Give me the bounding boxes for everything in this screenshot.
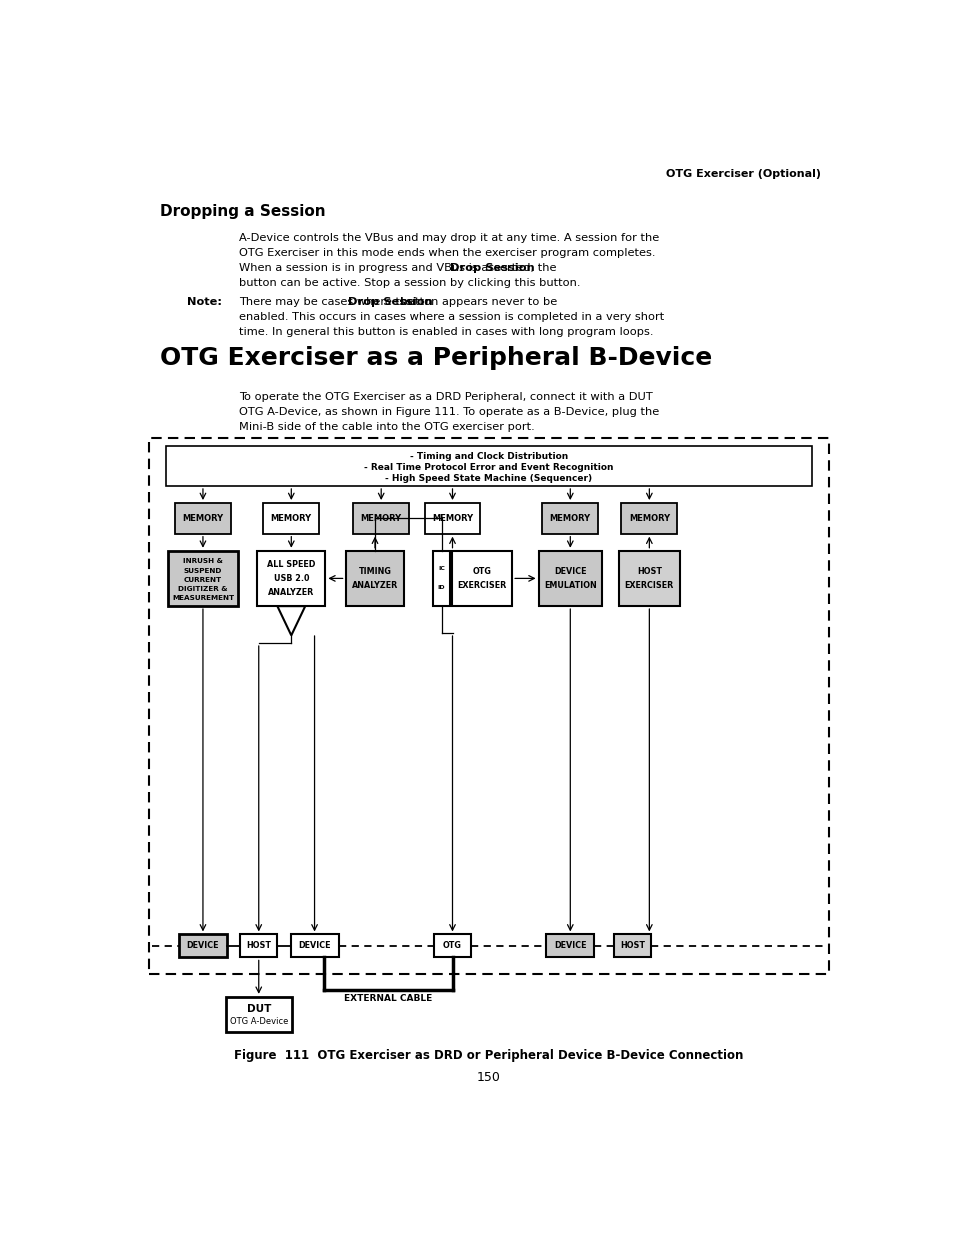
Text: ANALYZER: ANALYZER bbox=[352, 580, 397, 589]
Text: enabled. This occurs in cases where a session is completed in a very short: enabled. This occurs in cases where a se… bbox=[239, 312, 664, 322]
Bar bbox=[433, 551, 450, 606]
Text: OTG A-Device: OTG A-Device bbox=[230, 1018, 288, 1026]
Text: Drop Session: Drop Session bbox=[450, 263, 534, 273]
Text: EXERCISER: EXERCISER bbox=[456, 580, 506, 589]
Text: INRUSH &: INRUSH & bbox=[183, 558, 223, 564]
Text: - Real Time Protocol Error and Event Recognition: - Real Time Protocol Error and Event Rec… bbox=[364, 463, 613, 472]
Text: Mini-B side of the cable into the OTG exerciser port.: Mini-B side of the cable into the OTG ex… bbox=[239, 421, 535, 432]
Text: MEMORY: MEMORY bbox=[549, 514, 590, 522]
Text: EMULATION: EMULATION bbox=[543, 580, 596, 589]
Text: Figure  111  OTG Exerciser as DRD or Peripheral Device B-Device Connection: Figure 111 OTG Exerciser as DRD or Perip… bbox=[234, 1049, 742, 1062]
Bar bbox=[353, 503, 409, 534]
Text: ID: ID bbox=[437, 585, 445, 590]
Bar bbox=[291, 935, 338, 957]
Bar bbox=[434, 935, 471, 957]
Text: EXERCISER: EXERCISER bbox=[624, 580, 673, 589]
Text: IC: IC bbox=[437, 567, 445, 572]
Text: When a session is in progress and VBus is asserted, the: When a session is in progress and VBus i… bbox=[239, 263, 560, 273]
Text: ANALYZER: ANALYZER bbox=[268, 588, 314, 597]
Bar bbox=[240, 935, 277, 957]
Text: There may be cases where the: There may be cases where the bbox=[239, 298, 417, 308]
Text: MEMORY: MEMORY bbox=[628, 514, 669, 522]
Bar bbox=[452, 551, 512, 606]
Bar bbox=[257, 551, 325, 606]
Bar bbox=[166, 446, 811, 487]
Text: Drop Session: Drop Session bbox=[348, 298, 433, 308]
Text: DIGITIZER &: DIGITIZER & bbox=[178, 587, 228, 592]
Bar bbox=[174, 503, 231, 534]
Bar bbox=[179, 935, 227, 957]
Text: MEMORY: MEMORY bbox=[432, 514, 473, 522]
Text: button appears never to be: button appears never to be bbox=[396, 298, 557, 308]
Text: MEASUREMENT: MEASUREMENT bbox=[172, 595, 233, 601]
Text: time. In general this button is enabled in cases with long program loops.: time. In general this button is enabled … bbox=[239, 327, 653, 337]
Text: A-Device controls the VBus and may drop it at any time. A session for the: A-Device controls the VBus and may drop … bbox=[239, 233, 659, 243]
Text: USB 2.0: USB 2.0 bbox=[274, 574, 309, 583]
Text: MEMORY: MEMORY bbox=[360, 514, 401, 522]
Text: DEVICE: DEVICE bbox=[554, 567, 586, 577]
Text: Note:: Note: bbox=[187, 298, 222, 308]
Bar bbox=[168, 551, 237, 606]
Text: HOST: HOST bbox=[619, 941, 644, 951]
Text: SUSPEND: SUSPEND bbox=[184, 568, 222, 573]
Bar bbox=[149, 438, 828, 974]
Text: DEVICE: DEVICE bbox=[298, 941, 331, 951]
Text: MEMORY: MEMORY bbox=[182, 514, 223, 522]
Bar bbox=[345, 551, 404, 606]
Text: OTG Exerciser in this mode ends when the exerciser program completes.: OTG Exerciser in this mode ends when the… bbox=[239, 248, 656, 258]
Text: 150: 150 bbox=[476, 1071, 500, 1084]
Bar bbox=[546, 935, 594, 957]
Text: DEVICE: DEVICE bbox=[187, 941, 219, 951]
Bar bbox=[618, 551, 679, 606]
Bar bbox=[613, 935, 650, 957]
Text: - High Speed State Machine (Sequencer): - High Speed State Machine (Sequencer) bbox=[385, 474, 592, 483]
Bar bbox=[542, 503, 598, 534]
Bar bbox=[537, 551, 601, 606]
Text: DEVICE: DEVICE bbox=[554, 941, 586, 951]
Text: ALL SPEED: ALL SPEED bbox=[267, 559, 315, 569]
Text: button can be active. Stop a session by clicking this button.: button can be active. Stop a session by … bbox=[239, 278, 580, 288]
Text: EXTERNAL CABLE: EXTERNAL CABLE bbox=[344, 994, 432, 1003]
Text: OTG: OTG bbox=[442, 941, 461, 951]
Text: OTG Exerciser (Optional): OTG Exerciser (Optional) bbox=[665, 169, 820, 179]
Text: - Timing and Clock Distribution: - Timing and Clock Distribution bbox=[410, 452, 567, 461]
Text: Dropping a Session: Dropping a Session bbox=[159, 205, 325, 220]
Bar bbox=[263, 503, 319, 534]
Text: OTG Exerciser as a Peripheral B-Device: OTG Exerciser as a Peripheral B-Device bbox=[159, 346, 711, 369]
Text: HOST: HOST bbox=[246, 941, 271, 951]
Bar bbox=[620, 503, 677, 534]
Text: OTG A-Device, as shown in Figure 111. To operate as a B-Device, plug the: OTG A-Device, as shown in Figure 111. To… bbox=[239, 406, 659, 416]
Text: DUT: DUT bbox=[246, 1004, 271, 1014]
Text: To operate the OTG Exerciser as a DRD Peripheral, connect it with a DUT: To operate the OTG Exerciser as a DRD Pe… bbox=[239, 391, 653, 401]
Text: MEMORY: MEMORY bbox=[271, 514, 312, 522]
Text: HOST: HOST bbox=[637, 567, 661, 577]
Bar bbox=[226, 997, 292, 1032]
Text: TIMING: TIMING bbox=[358, 567, 391, 577]
Text: OTG: OTG bbox=[472, 567, 491, 577]
Bar bbox=[424, 503, 480, 534]
Text: CURRENT: CURRENT bbox=[184, 577, 222, 583]
